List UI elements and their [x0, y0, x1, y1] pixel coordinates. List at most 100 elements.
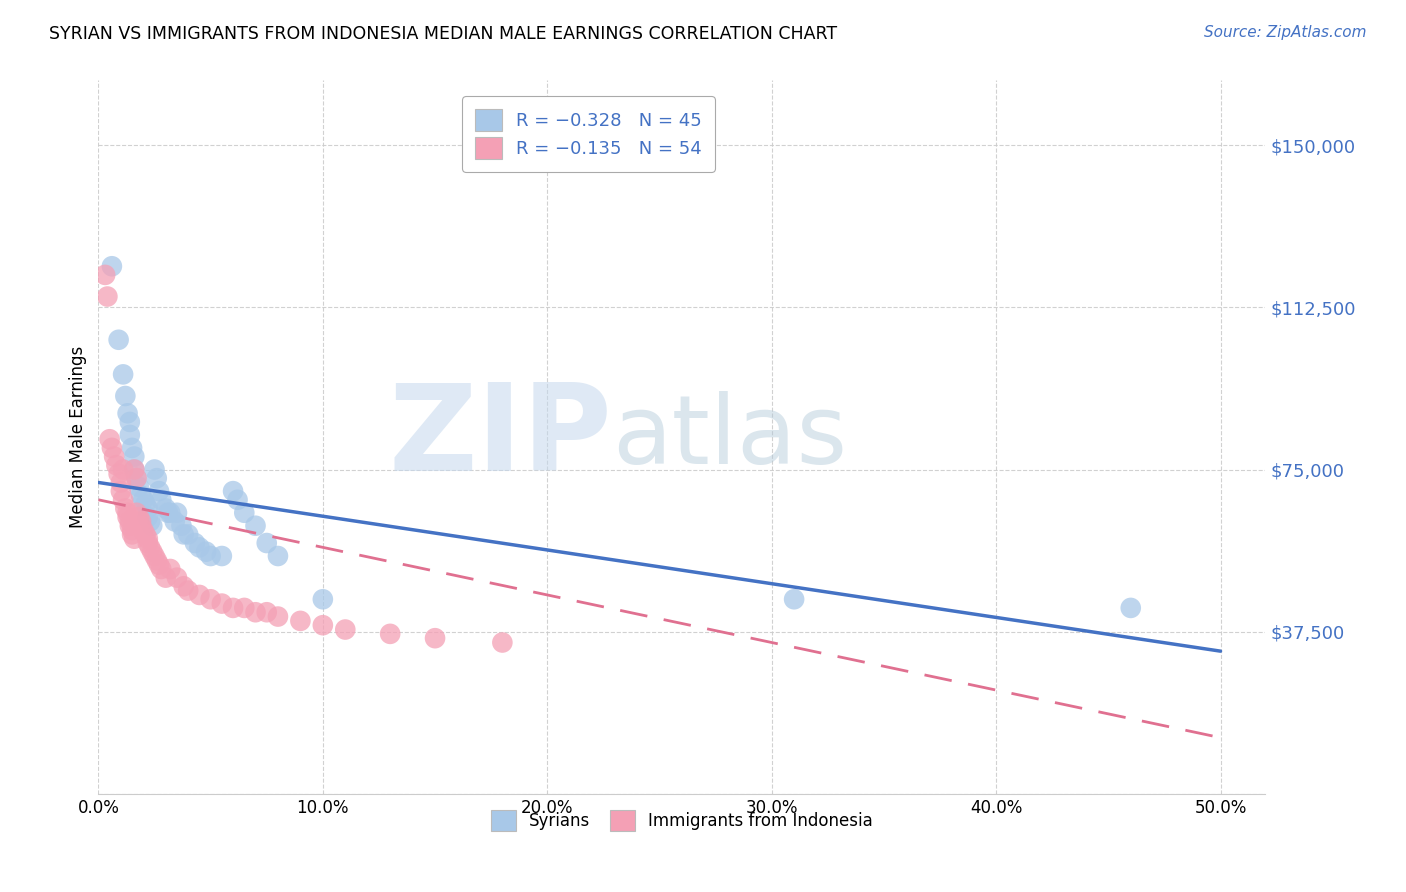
Point [117, 510, 139, 524]
Point [136, 501, 159, 516]
Point [107, 467, 129, 481]
Point [256, 605, 278, 619]
Point [245, 605, 267, 619]
Point [118, 515, 141, 529]
Point [156, 506, 179, 520]
Point [143, 549, 166, 563]
Point [132, 492, 155, 507]
Point [135, 497, 157, 511]
Text: SYRIAN VS IMMIGRANTS FROM INDONESIA MEDIAN MALE EARNINGS CORRELATION CHART: SYRIAN VS IMMIGRANTS FROM INDONESIA MEDI… [49, 25, 838, 43]
Point [117, 506, 139, 520]
Point [155, 571, 177, 585]
Point [148, 558, 170, 572]
Point [107, 333, 129, 347]
Point [136, 532, 159, 546]
Point [101, 441, 124, 455]
Point [150, 492, 173, 507]
Point [423, 631, 446, 645]
Point [125, 471, 148, 485]
Point [491, 635, 513, 649]
Point [101, 259, 124, 273]
Point [146, 553, 169, 567]
Point [188, 588, 211, 602]
Point [200, 549, 222, 563]
Point [195, 544, 218, 558]
Point [121, 523, 143, 537]
Point [222, 484, 245, 499]
Point [125, 506, 148, 520]
Point [136, 536, 159, 550]
Point [312, 618, 335, 632]
Point [98, 432, 121, 446]
Point [163, 515, 186, 529]
Point [110, 484, 132, 499]
Point [114, 389, 136, 403]
Point [188, 541, 211, 555]
Point [139, 515, 162, 529]
Text: ZIP: ZIP [388, 378, 612, 496]
Point [118, 518, 141, 533]
Point [118, 415, 141, 429]
Point [128, 480, 150, 494]
Point [128, 510, 150, 524]
Text: atlas: atlas [612, 391, 846, 483]
Point [146, 471, 169, 485]
Point [177, 583, 200, 598]
Point [110, 475, 132, 490]
Point [170, 518, 193, 533]
Point [155, 501, 177, 516]
Point [184, 536, 207, 550]
Point [112, 368, 135, 382]
Point [132, 523, 155, 537]
Point [177, 527, 200, 541]
Point [1119, 601, 1142, 615]
Point [129, 488, 152, 502]
Point [124, 532, 146, 546]
Point [148, 484, 170, 499]
Point [105, 458, 128, 473]
Point [211, 549, 233, 563]
Point [103, 450, 125, 464]
Point [380, 627, 402, 641]
Point [211, 597, 233, 611]
Y-axis label: Median Male Earnings: Median Male Earnings [69, 346, 87, 528]
Legend: Syrians, Immigrants from Indonesia: Syrians, Immigrants from Indonesia [482, 802, 882, 839]
Point [121, 441, 143, 455]
Point [135, 527, 157, 541]
Point [129, 518, 152, 533]
Point [141, 544, 163, 558]
Point [312, 592, 335, 607]
Point [124, 462, 146, 476]
Point [335, 623, 357, 637]
Point [233, 601, 256, 615]
Point [256, 536, 278, 550]
Point [124, 462, 146, 476]
Point [783, 592, 806, 607]
Point [233, 506, 256, 520]
Point [245, 518, 267, 533]
Point [125, 471, 148, 485]
Point [290, 614, 312, 628]
Point [112, 462, 135, 476]
Point [166, 506, 188, 520]
Text: Source: ZipAtlas.com: Source: ZipAtlas.com [1204, 25, 1367, 40]
Point [117, 406, 139, 420]
Point [136, 510, 159, 524]
Point [226, 492, 249, 507]
Point [267, 549, 290, 563]
Point [118, 428, 141, 442]
Point [114, 501, 136, 516]
Point [96, 289, 118, 303]
Point [267, 609, 290, 624]
Point [222, 601, 245, 615]
Point [200, 592, 222, 607]
Point [166, 571, 188, 585]
Point [159, 562, 181, 576]
Point [143, 462, 166, 476]
Point [112, 492, 135, 507]
Point [150, 562, 173, 576]
Point [129, 515, 152, 529]
Point [173, 527, 195, 541]
Point [159, 506, 181, 520]
Point [139, 541, 162, 555]
